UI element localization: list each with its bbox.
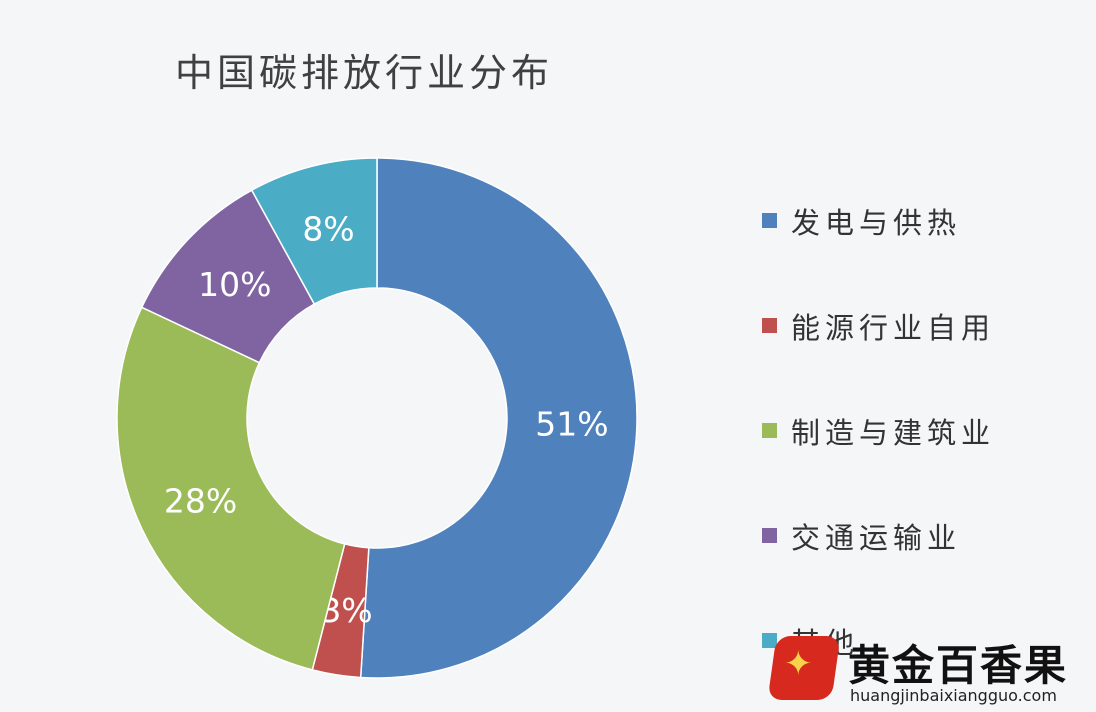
legend-swatch	[762, 528, 777, 543]
legend-label: 交通运输业	[791, 520, 962, 555]
legend-label: 发电与供热	[791, 205, 962, 240]
legend-item: 交通运输业	[762, 483, 995, 588]
slice-label: 10%	[198, 265, 271, 304]
legend-swatch	[762, 423, 777, 438]
chart-legend: 发电与供热 能源行业自用 制造与建筑业 交通运输业 其他	[762, 168, 995, 693]
donut-chart: 51%3%28%10%8%	[116, 157, 638, 679]
legend-item: 能源行业自用	[762, 273, 995, 378]
donut-slice	[359, 157, 638, 679]
legend-swatch	[762, 318, 777, 333]
legend-label: 制造与建筑业	[791, 415, 996, 450]
slice-label: 8%	[302, 210, 354, 249]
legend-item: 制造与建筑业	[762, 378, 995, 483]
slice-label: 28%	[164, 482, 237, 521]
donut-slice	[250, 157, 378, 306]
watermark: ✦ 黄金百香果 huangjinbaixiangguo.com	[766, 628, 1096, 712]
chart-title: 中国碳排放行业分布	[175, 51, 554, 95]
watermark-name: 黄金百香果	[848, 641, 1069, 690]
star-icon: ✦	[784, 644, 813, 684]
watermark-url: huangjinbaixiangguo.com	[850, 686, 1057, 705]
legend-label: 能源行业自用	[791, 310, 996, 345]
legend-swatch	[762, 633, 777, 648]
legend-swatch	[762, 213, 777, 228]
legend-item: 发电与供热	[762, 168, 995, 273]
donut-slice	[116, 306, 346, 671]
slice-label: 51%	[535, 405, 608, 444]
